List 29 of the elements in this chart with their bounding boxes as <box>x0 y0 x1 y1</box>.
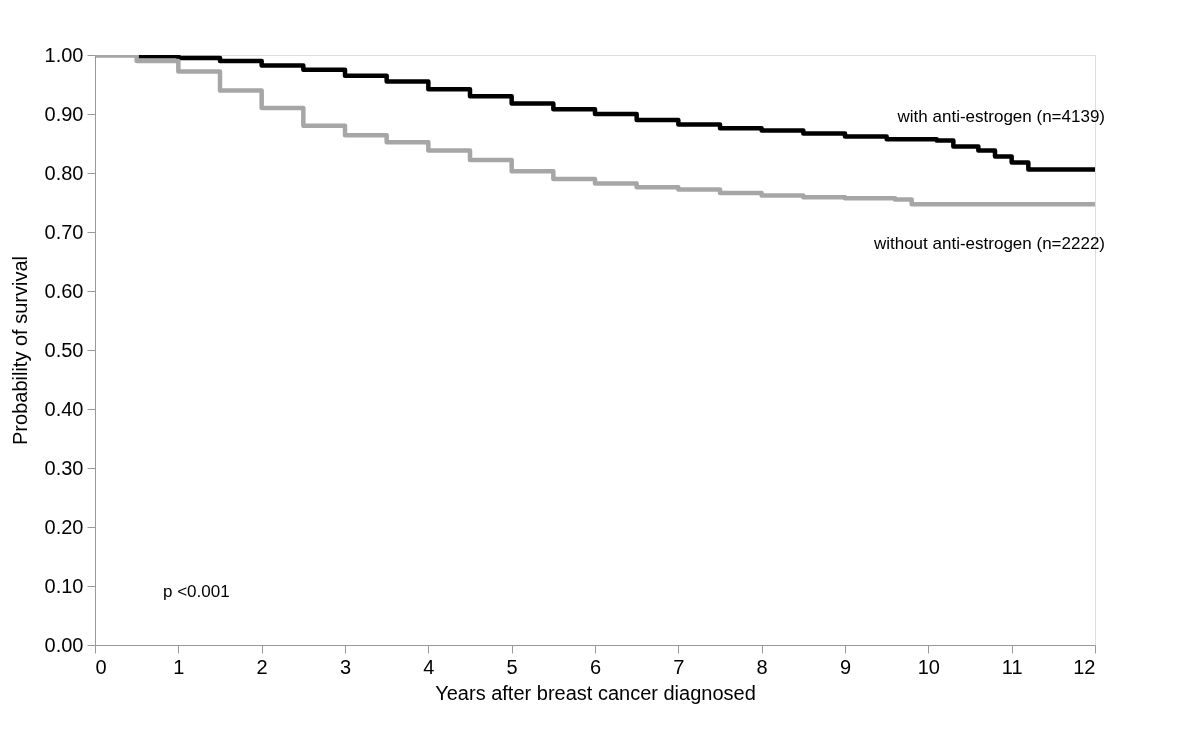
x-tick-label: 2 <box>256 655 268 678</box>
x-tick-label: 0 <box>95 655 107 678</box>
x-tick-label: 11 <box>1001 655 1023 678</box>
x-tick-label: 6 <box>589 655 602 678</box>
x-tick-label: 10 <box>917 655 940 678</box>
x-tick-label: 7 <box>673 655 685 678</box>
x-tick-label: 3 <box>339 655 352 678</box>
series-label: without anti-estrogen (n=2222) <box>872 234 1105 254</box>
series-label: with anti-estrogen (n=4139) <box>896 107 1105 127</box>
y-tick-label: 0.50 <box>44 338 84 361</box>
y-tick-label: 0.30 <box>44 456 84 479</box>
x-tick-label: 1 <box>173 655 185 678</box>
y-tick-label: 0.10 <box>44 574 84 597</box>
y-tick-label: 0.20 <box>44 515 84 538</box>
x-tick-label: 9 <box>839 655 852 678</box>
y-tick-label: 0.90 <box>44 102 84 125</box>
y-tick-label: 0.60 <box>44 279 84 302</box>
y-axis-title: Probability of survival <box>8 256 31 445</box>
x-axis-title: Years after breast cancer diagnosed <box>435 681 756 704</box>
x-tick-label: 8 <box>756 655 768 678</box>
y-tick-label: 0.40 <box>44 397 84 420</box>
y-tick-label: 1.00 <box>44 43 84 66</box>
y-tick-label: 0.70 <box>44 220 84 243</box>
x-tick-label: 5 <box>506 655 518 678</box>
annotation: p <0.001 <box>163 582 230 601</box>
x-tick-label: 4 <box>423 655 435 678</box>
x-tick-label: 12 <box>1073 655 1096 678</box>
y-tick-label: 0.00 <box>44 633 84 656</box>
y-tick-label: 0.80 <box>44 161 84 184</box>
